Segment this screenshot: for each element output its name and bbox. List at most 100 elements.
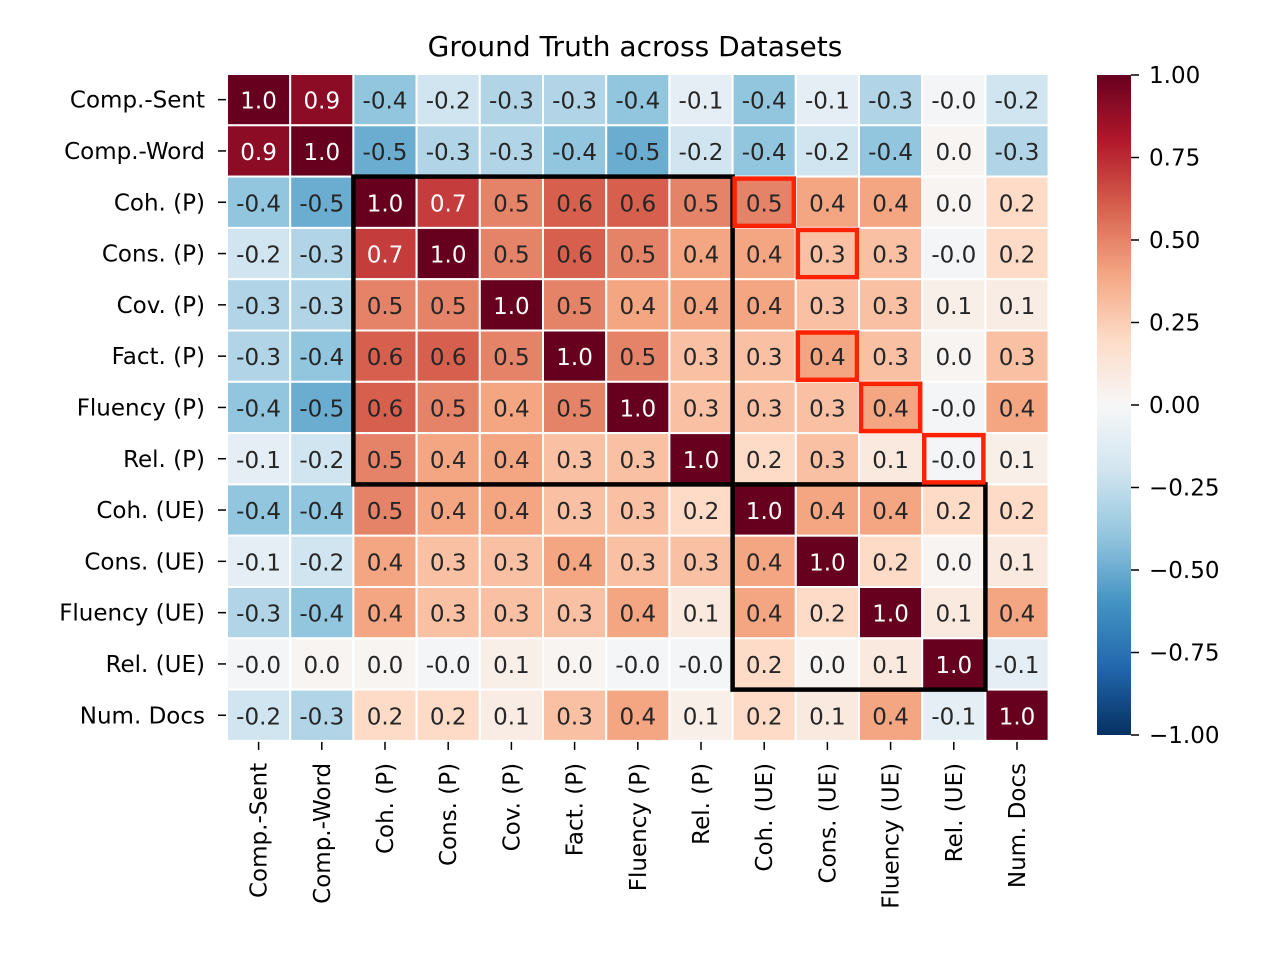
heatmap-cell <box>226 586 292 640</box>
heatmap-cell <box>921 226 987 281</box>
x-tick-label: Fluency (UE) <box>879 763 905 909</box>
cell-value-label: 0.5 <box>367 294 404 320</box>
cell-value-label: 0.3 <box>430 550 467 576</box>
highlight-cell-box <box>795 227 860 280</box>
cell-value-label: -0.1 <box>236 550 281 576</box>
cell-value-label: 1.0 <box>430 243 467 269</box>
cell-value-label: -0.4 <box>299 602 344 628</box>
heatmap-cell <box>794 124 860 178</box>
heatmap-cell <box>921 586 987 640</box>
heatmap-cell <box>921 688 987 742</box>
heatmap-cell <box>605 688 671 742</box>
cell-value-label: -0.2 <box>426 89 471 115</box>
cell-value-label: 1.0 <box>367 191 404 217</box>
cell-value-label: -0.5 <box>363 140 408 166</box>
cell-value-label: -0.0 <box>931 89 976 115</box>
cell-value-label: 0.6 <box>367 396 404 422</box>
cell-value-label: 0.3 <box>809 448 846 474</box>
x-tick-label: Coh. (P) <box>373 763 399 854</box>
y-tick-label: Coh. (P) <box>114 190 205 216</box>
cell-value-label: 0.4 <box>620 294 657 320</box>
cell-value-label: 0.3 <box>809 243 846 269</box>
cell-value-label: -0.2 <box>299 550 344 576</box>
cell-value-label: -0.5 <box>299 396 344 422</box>
cell-value-label: -0.0 <box>615 653 660 679</box>
y-tick-label: Rel. (UE) <box>106 652 205 678</box>
heatmap-cell <box>668 124 734 178</box>
cell-value-label: 0.5 <box>620 345 657 371</box>
cell-value-label: 0.3 <box>746 345 783 371</box>
y-tick-label: Cons. (P) <box>102 242 205 268</box>
cell-value-label: 0.6 <box>367 345 404 371</box>
cell-value-label: 0.4 <box>493 396 530 422</box>
heatmap-cell <box>542 226 608 281</box>
heatmap-cell <box>858 432 924 486</box>
heatmap-cell <box>415 124 481 178</box>
y-tick-label: Fluency (P) <box>77 395 205 421</box>
block-outline-box <box>351 174 735 487</box>
heatmap-cell <box>415 483 481 537</box>
cell-value-label: -0.1 <box>995 653 1040 679</box>
heatmap-cell <box>858 175 924 229</box>
cell-value-label: 0.4 <box>493 448 530 474</box>
cell-value-label: 1.0 <box>936 653 973 679</box>
x-tick-label: Fact. (P) <box>563 763 589 856</box>
heatmap-cell <box>605 329 671 383</box>
heatmap-cell <box>731 278 797 332</box>
cell-value-label: 0.4 <box>809 499 846 525</box>
heatmap-cell <box>478 688 544 742</box>
cell-value-label: -0.4 <box>868 140 913 166</box>
cell-value-label: 0.4 <box>430 448 467 474</box>
heatmap-cell <box>415 278 481 332</box>
heatmap-cell <box>921 329 987 383</box>
cell-value-label: 0.2 <box>999 191 1036 217</box>
cell-value-label: 0.6 <box>556 243 593 269</box>
heatmap-cell <box>226 124 292 178</box>
cell-value-label: 0.2 <box>999 243 1036 269</box>
cell-value-label: -0.3 <box>236 602 281 628</box>
highlight-cell-box <box>795 330 860 383</box>
heatmap-cells <box>226 73 1050 742</box>
heatmap-cell <box>478 534 544 589</box>
cell-value-label: 0.1 <box>936 602 973 628</box>
x-tick-label: Cons. (P) <box>436 763 462 866</box>
heatmap-cell <box>984 226 1050 281</box>
cell-value-label: -0.3 <box>426 140 471 166</box>
x-axis: Comp.-Sent Comp.-Word Coh. (P) Cons. (P) Cov… <box>247 741 1031 909</box>
cell-value-label: 0.3 <box>556 602 593 628</box>
cell-value-label: 0.5 <box>493 345 530 371</box>
heatmap-cell <box>605 380 671 435</box>
cell-value-label: 0.3 <box>999 345 1036 371</box>
cell-value-label: 0.5 <box>683 191 720 217</box>
highlight-cell-box <box>858 381 923 434</box>
cell-value-label: 0.7 <box>430 191 467 217</box>
cell-value-label: 0.4 <box>746 602 783 628</box>
colorbar-tick-label: 0.00 <box>1149 393 1200 419</box>
y-tick-label: Fact. (P) <box>112 344 205 370</box>
heatmap-cell <box>921 278 987 332</box>
cell-value-label: -0.4 <box>236 499 281 525</box>
cell-value-label: -0.2 <box>679 140 724 166</box>
cell-value-label: 0.3 <box>620 448 657 474</box>
heatmap-cell <box>226 175 292 229</box>
cell-value-label: 0.7 <box>367 243 404 269</box>
cell-value-label: 0.3 <box>809 396 846 422</box>
heatmap-cell <box>478 637 544 691</box>
cell-value-label: -0.3 <box>236 345 281 371</box>
cell-value-label: 1.0 <box>809 550 846 576</box>
cell-value-label: 0.3 <box>430 602 467 628</box>
heatmap-cell <box>352 175 418 229</box>
cell-value-label: 0.1 <box>493 704 530 730</box>
heatmap-cell <box>668 329 734 383</box>
y-tick-label: Num. Docs <box>80 703 205 729</box>
cell-value-label: -0.3 <box>299 704 344 730</box>
cell-value-label: -0.1 <box>805 89 850 115</box>
heatmap-cell <box>794 73 860 127</box>
heatmap-cell <box>984 278 1050 332</box>
x-tick-label: Num. Docs <box>1005 763 1031 888</box>
cell-value-label: -0.4 <box>299 499 344 525</box>
cell-value-label: 0.4 <box>872 704 909 730</box>
cell-value-label: 0.4 <box>872 396 909 422</box>
cell-value-label: 0.1 <box>999 294 1036 320</box>
colorbar-tick-label: −0.25 <box>1149 476 1219 502</box>
